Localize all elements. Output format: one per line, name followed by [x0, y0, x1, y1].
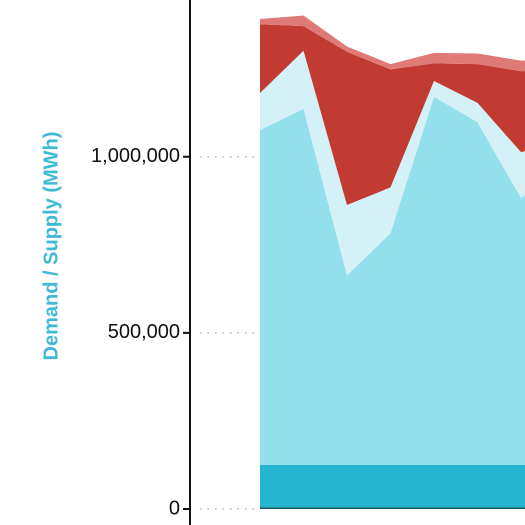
area-series-2 [260, 96, 525, 465]
area-series-3 [260, 50, 525, 276]
y-axis-ticks: 0 500,000 1,000,000 [91, 145, 258, 519]
y-tick-label-0: 0 [169, 497, 180, 519]
stacked-areas [260, 15, 525, 509]
area-series-4 [260, 24, 525, 206]
area-series-5 [260, 15, 525, 72]
y-tick-label-1: 500,000 [108, 321, 180, 343]
area-series-1 [260, 464, 525, 508]
y-axis-title: Demand / Supply (MWh) [40, 132, 62, 361]
area-series-0 [260, 507, 525, 509]
y-tick-label-2: 1,000,000 [91, 145, 180, 167]
